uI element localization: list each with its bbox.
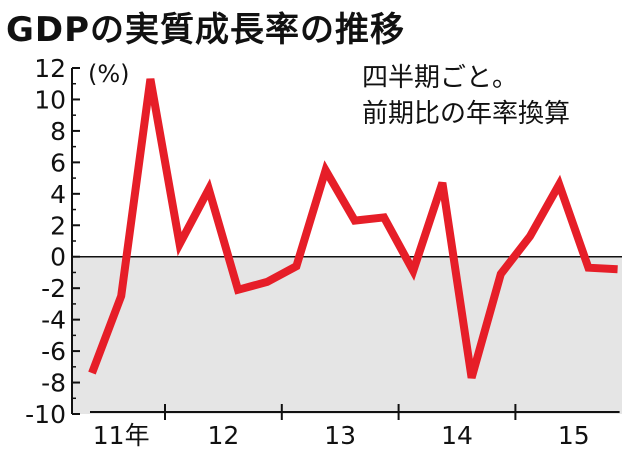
data-point bbox=[149, 78, 151, 80]
series-line bbox=[88, 78, 618, 379]
x-group-label: 11年 bbox=[93, 421, 150, 450]
x-group-label: 13 bbox=[324, 421, 356, 450]
data-point bbox=[558, 183, 560, 185]
y-unit-label: (%) bbox=[88, 60, 130, 88]
data-point bbox=[237, 289, 239, 291]
x-group-label: 15 bbox=[558, 421, 590, 450]
x-group-label: 12 bbox=[207, 421, 239, 450]
data-point bbox=[471, 377, 473, 379]
y-tick-label: -10 bbox=[25, 400, 66, 429]
y-tick-label: 4 bbox=[50, 180, 66, 209]
data-point bbox=[529, 235, 531, 237]
data-point bbox=[266, 281, 268, 283]
y-tick-label: 8 bbox=[50, 117, 66, 146]
chart-note: 四半期ごと。 前期比の年率換算 bbox=[362, 60, 570, 132]
y-tick-label: 6 bbox=[50, 148, 66, 177]
data-point bbox=[120, 295, 122, 297]
data-point bbox=[354, 220, 356, 222]
data-point bbox=[179, 243, 181, 245]
note-line-2: 前期比の年率換算 bbox=[362, 99, 571, 129]
data-point bbox=[208, 188, 210, 190]
data-point bbox=[587, 267, 589, 269]
y-tick-label: 12 bbox=[34, 54, 66, 83]
data-point bbox=[617, 268, 619, 270]
data-point bbox=[295, 265, 297, 267]
data-point bbox=[441, 182, 443, 184]
y-tick-label: 10 bbox=[34, 85, 66, 114]
data-point bbox=[325, 169, 327, 171]
x-axis-groups: 11年 12 13 14 15 bbox=[90, 404, 620, 450]
y-tick-label: -6 bbox=[41, 337, 66, 366]
data-point bbox=[91, 372, 93, 374]
note-line-1: 四半期ごと。 bbox=[362, 63, 519, 93]
negative-area-shading bbox=[72, 256, 622, 414]
page-title: GDPの実質成長率の推移 bbox=[6, 10, 406, 50]
y-tick-label: -4 bbox=[41, 306, 66, 335]
y-tick-label: 0 bbox=[50, 243, 66, 272]
data-point bbox=[383, 216, 385, 218]
x-group-label: 14 bbox=[441, 421, 473, 450]
y-tick-label: -8 bbox=[41, 369, 66, 398]
y-tick-label: 2 bbox=[50, 211, 66, 240]
data-point bbox=[500, 273, 502, 275]
data-point bbox=[412, 270, 414, 272]
y-tick-label: -2 bbox=[41, 274, 66, 303]
